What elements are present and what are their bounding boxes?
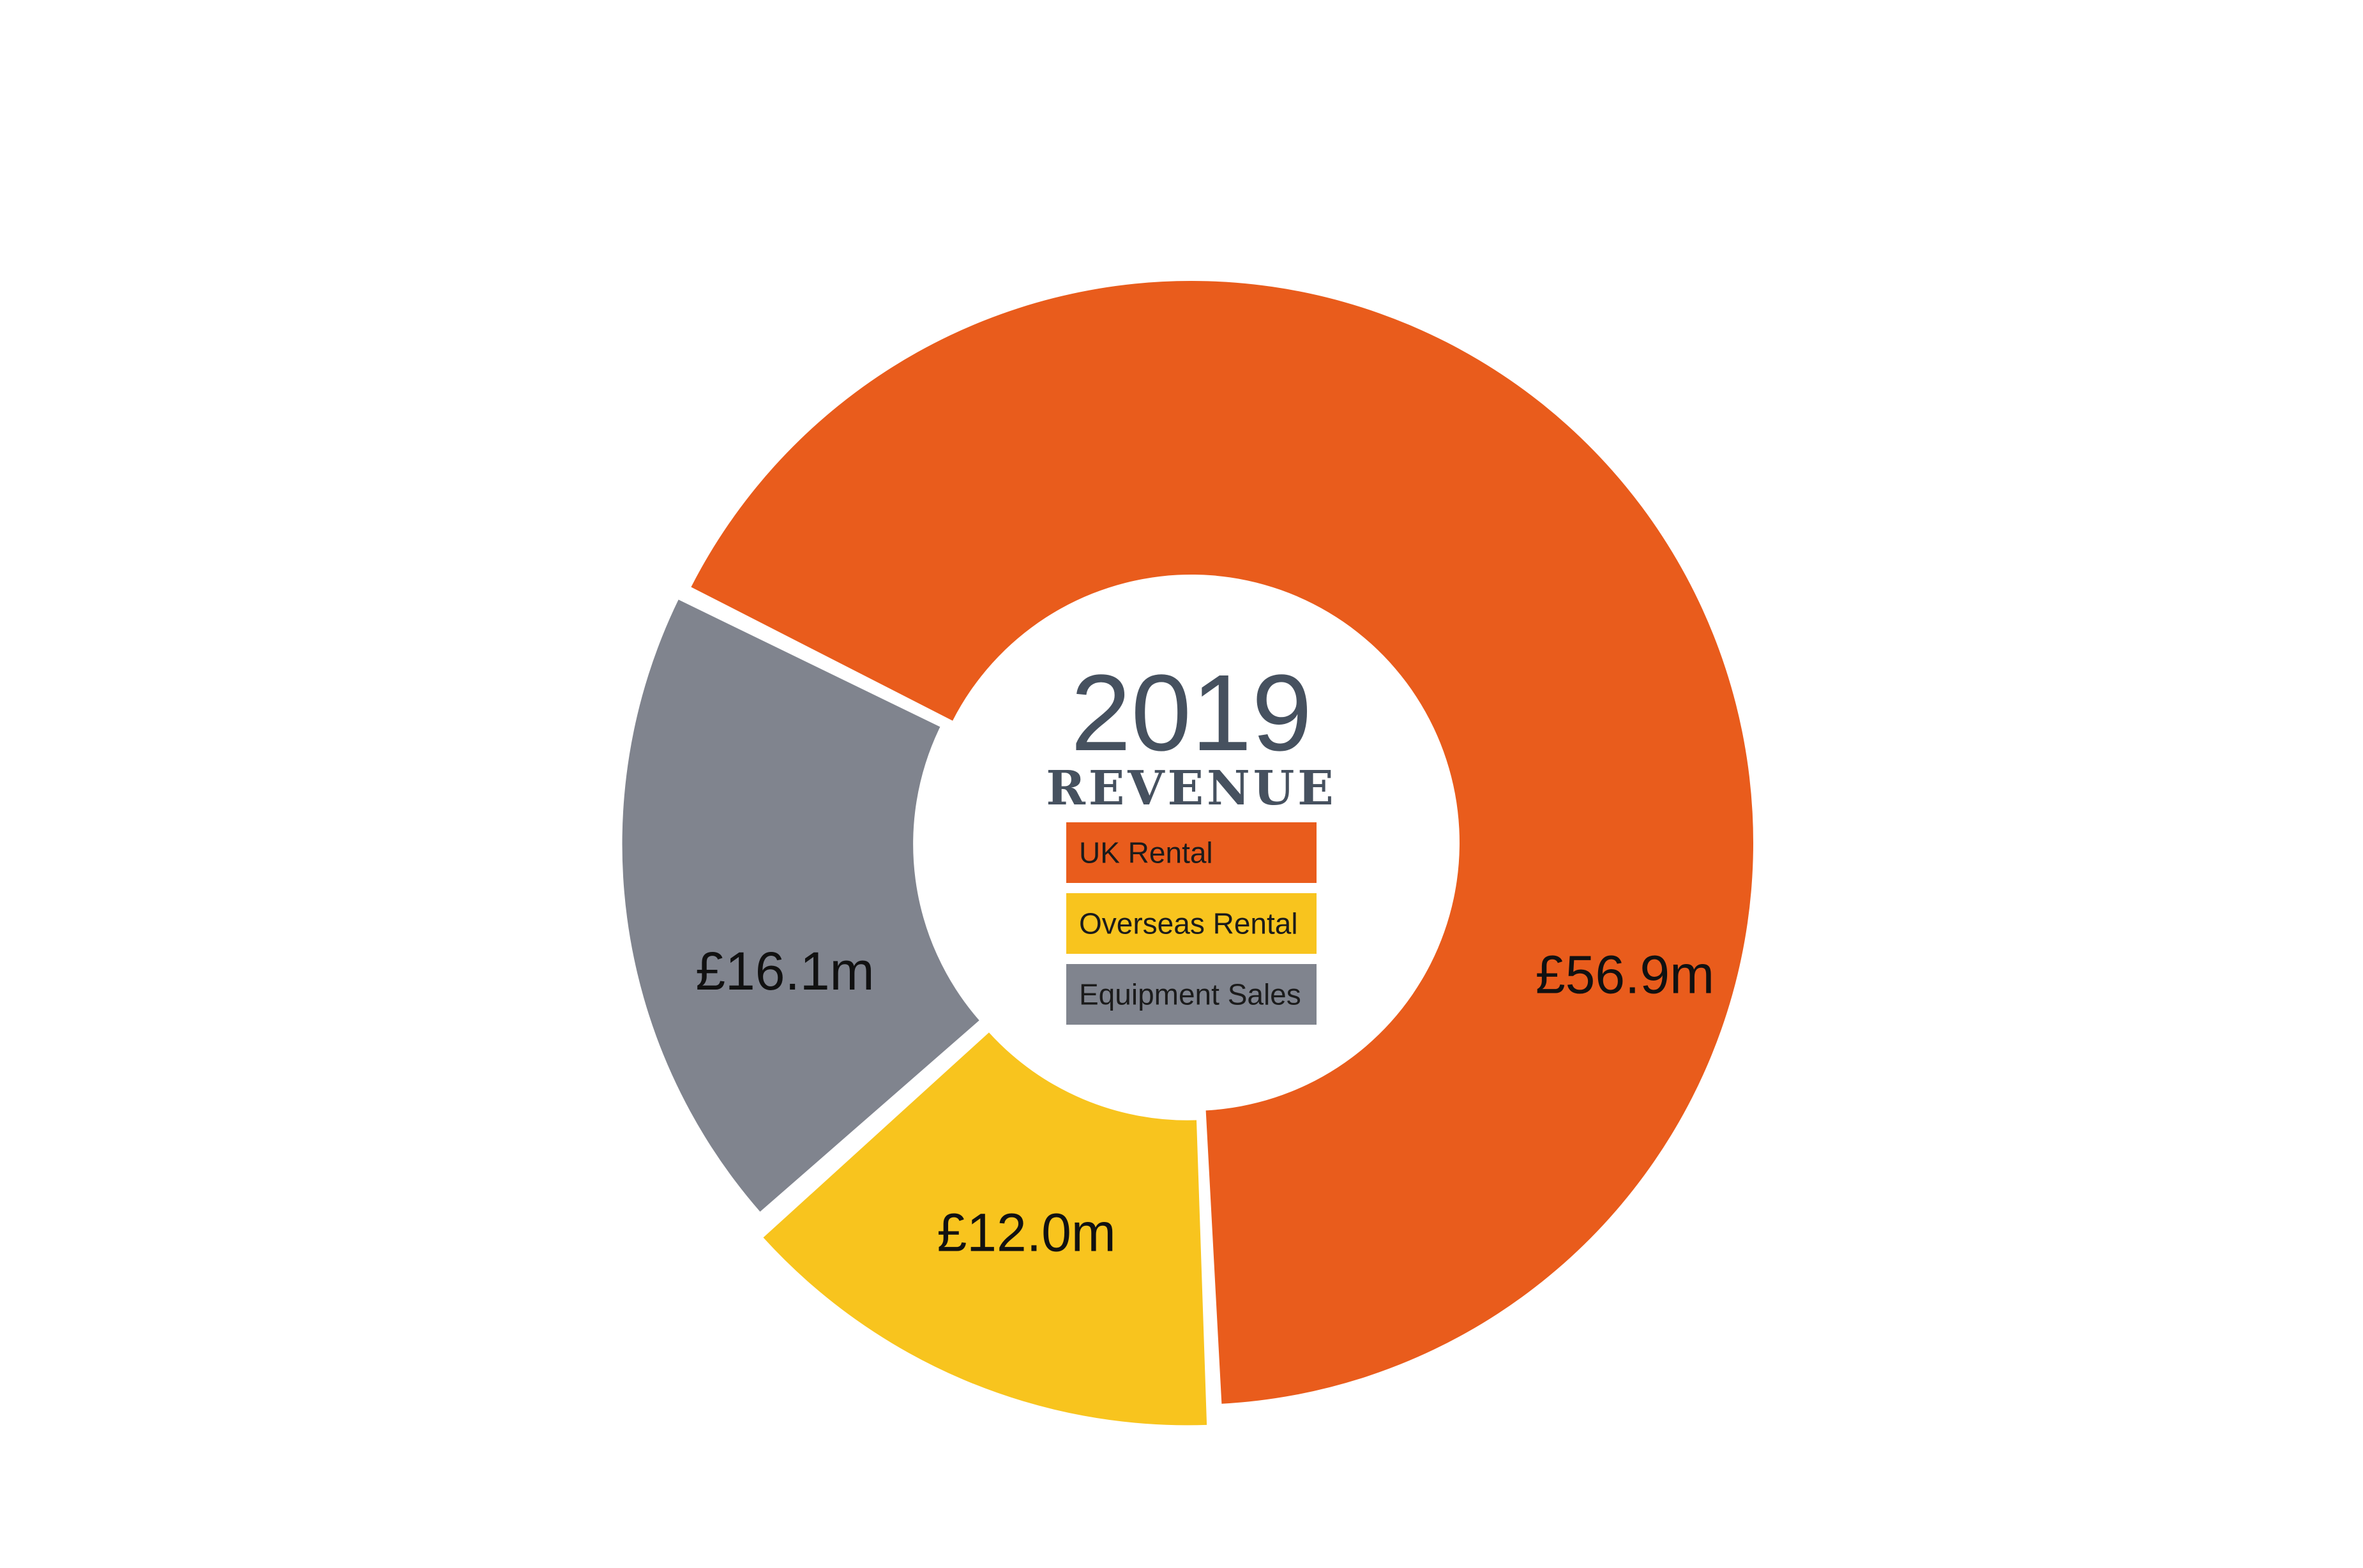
slice-label-uk-rental: £56.9m xyxy=(1536,945,1714,1005)
legend-label: Equipment Sales xyxy=(1079,978,1301,1011)
chart-title: 2019 xyxy=(1071,652,1312,774)
chart-subtitle: REVENUE xyxy=(1046,761,1336,816)
slice-overseas-rental xyxy=(763,1032,1207,1426)
slice-label-overseas-rental: £12.0m xyxy=(937,1202,1116,1262)
slice-equipment-sales xyxy=(622,599,979,1212)
legend-swatch xyxy=(1066,822,1317,883)
legend-label: Overseas Rental xyxy=(1079,907,1298,940)
legend: UK Rental Overseas Rental Equipment Sales xyxy=(1066,822,1317,1025)
slices-layer xyxy=(622,281,1753,1426)
legend-swatch xyxy=(1066,964,1317,1025)
legend-item-uk-rental: UK Rental xyxy=(1066,822,1317,883)
slice-label-equipment-sales: £16.1m xyxy=(695,941,874,1001)
legend-swatch xyxy=(1066,893,1317,954)
legend-item-equipment-sales: Equipment Sales xyxy=(1066,964,1317,1025)
center-block: 2019 REVENUE UK Rental Overseas Rental Equ… xyxy=(1046,652,1336,1025)
legend-item-overseas-rental: Overseas Rental xyxy=(1066,893,1317,954)
slice-labels-layer: £56.9m £12.0m £16.1m xyxy=(695,941,1714,1263)
legend-label: UK Rental xyxy=(1079,836,1213,870)
slice-uk-rental xyxy=(691,281,1753,1404)
